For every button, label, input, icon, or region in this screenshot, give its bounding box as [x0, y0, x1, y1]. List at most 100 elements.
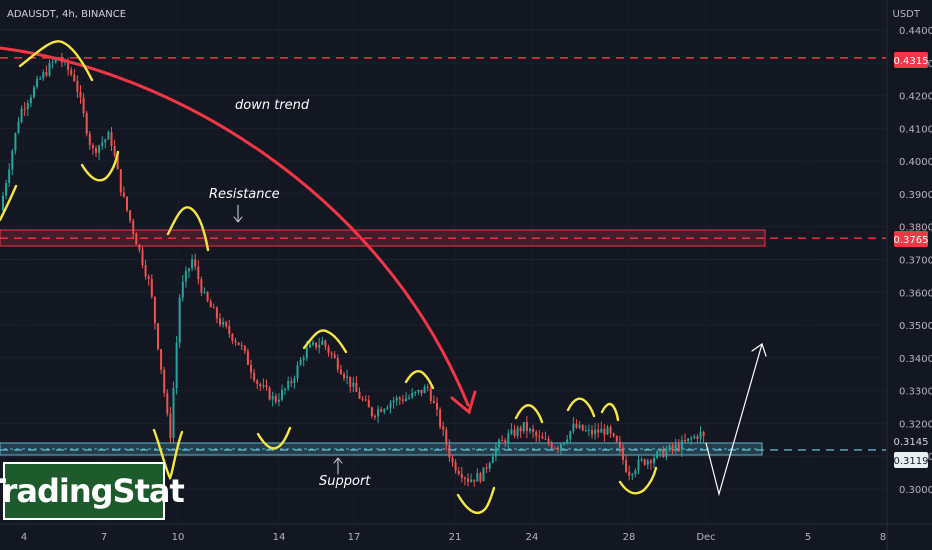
candle-body [95, 147, 97, 153]
candle-body [429, 387, 432, 401]
support-zone [0, 442, 763, 456]
candle-body [668, 445, 671, 451]
candle-body [656, 451, 659, 459]
candle-body [417, 389, 420, 392]
candle-body [135, 233, 138, 245]
candle-body [432, 400, 435, 403]
candle-body [405, 398, 407, 402]
x-tick-label: 28 [623, 532, 636, 543]
pattern-curves [0, 40, 658, 514]
brand-logo: TradingStat [0, 462, 185, 520]
candle-body [454, 462, 457, 471]
candle-body [122, 192, 125, 197]
candle-body [395, 397, 398, 401]
candle-body [467, 478, 469, 482]
candle-body [346, 376, 349, 378]
candle-body [240, 344, 243, 346]
candle-body [39, 78, 42, 80]
candle-body [498, 440, 500, 448]
candle-body [560, 444, 562, 450]
candle-body [5, 183, 8, 196]
candle-body [324, 340, 327, 347]
candle-body [374, 416, 376, 418]
candle-body [147, 276, 150, 279]
candle-body [392, 400, 395, 403]
candle-body [398, 397, 401, 400]
candle-body [553, 447, 556, 449]
candle-body [160, 349, 163, 370]
candle-body [538, 436, 541, 438]
candle-body [649, 460, 652, 464]
candle-body [411, 393, 414, 398]
candle-body [612, 433, 615, 437]
candle-body [609, 426, 612, 434]
candle-body [479, 473, 482, 482]
candle-body [625, 459, 628, 472]
price-label-box [894, 433, 928, 449]
candle-body [618, 441, 621, 448]
candle-body [439, 409, 442, 427]
candle-body [67, 60, 70, 70]
candle-body [203, 292, 206, 294]
candle-body [702, 431, 705, 437]
candle-body [184, 271, 187, 282]
candle-body [662, 448, 665, 458]
candle-body [209, 300, 212, 308]
candle-body [563, 442, 566, 445]
candle-body [578, 424, 581, 428]
candle-body [640, 459, 643, 461]
candle-body [172, 388, 175, 438]
candle-body [33, 87, 35, 98]
candle-body [358, 391, 361, 399]
candle-body [361, 398, 364, 400]
candle-body [507, 433, 510, 444]
candle-body [330, 352, 333, 355]
candle-body [671, 445, 674, 449]
candle-body [606, 426, 609, 435]
candle-body [101, 142, 104, 146]
candle-body [219, 318, 221, 325]
price-label-text: 0.3145 [894, 437, 929, 448]
candle-body [584, 430, 587, 432]
candle-body [386, 407, 389, 410]
candle-body [628, 471, 631, 476]
candle-body [566, 439, 569, 443]
x-tick-label: 17 [348, 532, 361, 543]
candle-body [178, 297, 181, 343]
candle-body [414, 391, 417, 394]
candle-body [8, 169, 11, 184]
candle-body [45, 72, 48, 76]
candle-body [696, 436, 699, 439]
candle-body [250, 364, 252, 373]
candle-body [547, 438, 550, 444]
symbol-header: ADAUSDT, 4h, BINANCE [7, 9, 127, 20]
candle-body [491, 456, 494, 464]
candle-body [284, 388, 287, 390]
candle-body [680, 439, 683, 451]
candle-body [82, 97, 85, 114]
candle-body [581, 424, 584, 431]
y-tick-label: 0.3900 [899, 190, 932, 201]
candle-body [504, 440, 507, 444]
candle-body [225, 321, 228, 327]
candle-body [181, 281, 184, 298]
currency-unit: USDT [892, 9, 920, 20]
candle-body [541, 436, 544, 439]
candle-body [445, 429, 448, 445]
candle-body [690, 438, 693, 440]
candle-body [460, 473, 463, 479]
candle-body [197, 266, 200, 280]
candle-body [470, 479, 473, 482]
down-trend-arrowhead [450, 390, 477, 415]
candle-body [296, 365, 299, 379]
candle-body [91, 144, 94, 148]
down-trend-arrow [0, 46, 470, 407]
y-tick-label: 0.3600 [899, 288, 932, 299]
candle-body [535, 432, 538, 437]
candle-body [231, 333, 234, 341]
candle-body [544, 438, 547, 440]
candle-body [597, 429, 600, 433]
candle-body [228, 326, 231, 334]
support-label: Support [319, 474, 371, 489]
